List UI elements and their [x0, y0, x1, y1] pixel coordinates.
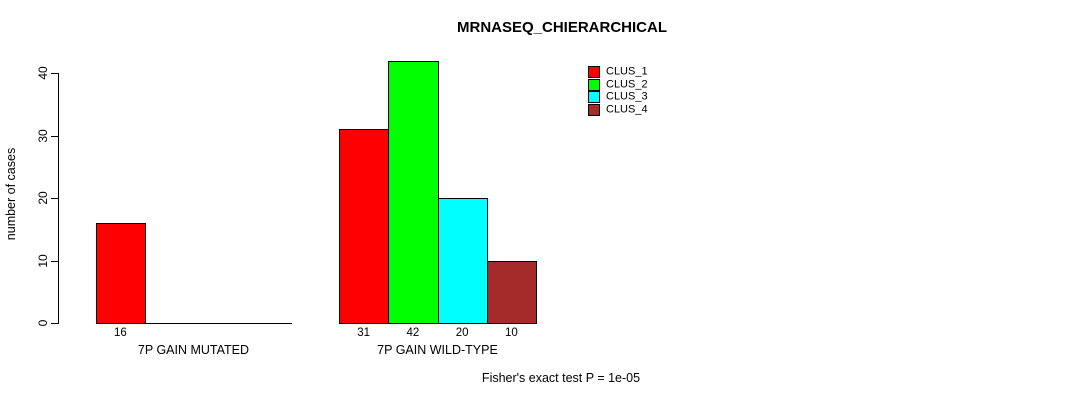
bar-value-label: 20	[455, 327, 469, 339]
group-label: 7P GAIN MUTATED	[137, 343, 250, 357]
legend-label: CLUS_4	[606, 103, 648, 116]
bar-clus_1	[339, 129, 390, 324]
bar-value-label: 10	[504, 327, 518, 339]
legend-label: CLUS_1	[606, 65, 648, 78]
bar-value-label: 16	[113, 327, 127, 339]
chart-title: MRNASEQ_CHIERARCHICAL	[456, 19, 668, 36]
y-axis-tick	[51, 73, 58, 74]
footnote: Fisher's exact test P = 1e-05	[481, 371, 641, 385]
y-axis-tick	[51, 260, 58, 262]
y-axis-tick	[51, 323, 58, 324]
bar-clus_3	[437, 198, 488, 324]
y-tick-label: 40	[36, 66, 50, 80]
legend-swatch-clus_3	[588, 91, 600, 104]
legend-label: CLUS_3	[606, 90, 648, 103]
y-tick-label: 30	[36, 128, 50, 143]
y-axis-line	[58, 73, 59, 324]
y-axis-tick	[51, 198, 58, 199]
y-tick-label: 0	[36, 319, 50, 327]
y-tick-label: 20	[36, 191, 50, 205]
legend-label: CLUS_2	[606, 78, 648, 91]
bar-clus_1	[96, 223, 146, 324]
bar-value-label: 42	[406, 327, 420, 339]
y-tick-label: 10	[36, 253, 50, 268]
group-label: 7P GAIN WILD-TYPE	[377, 343, 498, 357]
y-axis-title: number of cases	[4, 147, 18, 241]
legend-swatch-clus_4	[588, 104, 600, 117]
bar-clus_2	[388, 60, 439, 324]
legend-swatch-clus_1	[588, 66, 600, 78]
bar-value-label: 31	[357, 327, 371, 339]
legend-swatch-clus_2	[588, 78, 600, 91]
y-axis-tick	[51, 135, 58, 137]
x-axis-baseline	[96, 323, 292, 324]
bar-clus_4	[486, 260, 537, 324]
